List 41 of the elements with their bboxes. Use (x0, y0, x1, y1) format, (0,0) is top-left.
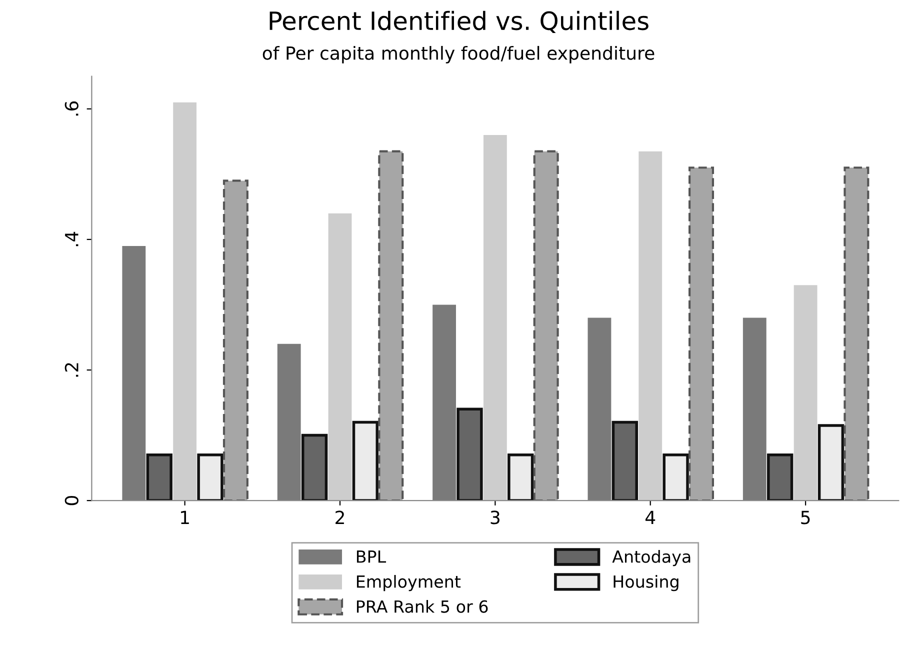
bar (146, 453, 172, 501)
bar (122, 246, 146, 501)
bar (662, 453, 689, 501)
bar (508, 453, 534, 501)
bar (456, 408, 483, 501)
bar (352, 420, 379, 501)
bar (378, 150, 404, 501)
bar (533, 150, 559, 501)
x-tick-label: 4 (646, 510, 656, 524)
bar (588, 318, 612, 501)
x-tick-label: 2 (336, 510, 344, 524)
bar (742, 318, 766, 501)
bar (197, 453, 224, 501)
bar (688, 166, 714, 501)
legend-label: PRA Rank 5 or 6 (356, 600, 488, 613)
bar (222, 180, 248, 501)
y-tick-label: .2 (64, 363, 78, 377)
legend-label: BPL (356, 550, 386, 563)
x-tick-label: 5 (801, 510, 810, 524)
y-tick-label: .6 (64, 101, 78, 116)
bar (794, 285, 818, 501)
y-tick-label: .4 (65, 232, 78, 246)
bar (328, 213, 352, 501)
bar (612, 420, 638, 501)
chart-subtitle: of Per capita monthly food/fuel expenditure (262, 46, 654, 64)
bar (483, 134, 507, 501)
bar (638, 151, 662, 501)
x-tick-label: 1 (181, 510, 189, 524)
bar (767, 453, 794, 501)
y-tick-label: 0 (64, 496, 78, 506)
bar (844, 166, 870, 501)
bar (818, 424, 844, 501)
x-tick-label: 3 (490, 510, 500, 524)
bar (432, 304, 456, 501)
legend-label: Employment (356, 574, 461, 592)
bar (277, 344, 301, 501)
legend-label: Housing (614, 574, 678, 592)
chart-title: Percent Identified vs. Quintiles (270, 10, 648, 34)
bar (173, 102, 197, 501)
bar (301, 434, 328, 501)
legend-label: Antodaya (612, 550, 690, 566)
